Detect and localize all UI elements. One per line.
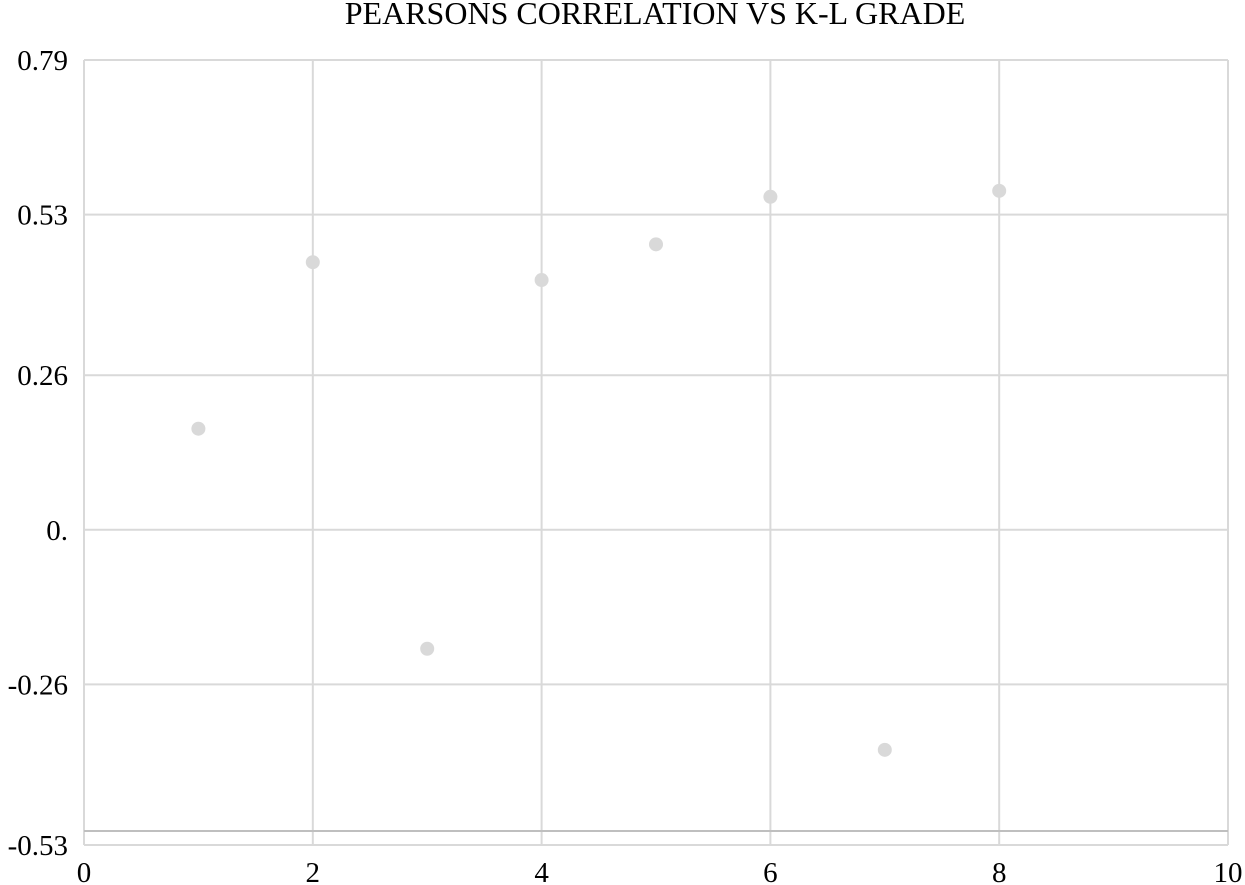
y-tick-label: 0. <box>46 515 68 547</box>
x-tick-label: 10 <box>1214 857 1243 885</box>
x-tick-label: 2 <box>306 857 321 885</box>
tick-label-layer: 0.79 0.53 0.26 0. -0.26 -0.53 0 2 4 6 8 10 <box>8 45 1243 885</box>
data-point <box>992 183 1007 198</box>
x-tick-label: 6 <box>763 857 778 885</box>
y-tick-label: 0.79 <box>17 45 68 77</box>
y-tick-label: -0.26 <box>8 669 68 701</box>
x-tick-label: 8 <box>992 857 1007 885</box>
data-point <box>877 742 892 757</box>
y-tick-label: 0.26 <box>17 360 68 392</box>
x-tick-label: 0 <box>77 857 92 885</box>
y-tick-label: -0.53 <box>8 830 68 862</box>
data-point <box>191 421 206 436</box>
data-point <box>534 273 549 288</box>
x-tick-label: 4 <box>534 857 549 885</box>
data-point <box>420 641 435 656</box>
y-tick-label: 0.53 <box>17 200 68 232</box>
data-point <box>305 255 320 270</box>
data-point-layer <box>191 183 1007 757</box>
grid-layer <box>83 59 1229 846</box>
chart-title: PEARSONS CORRELATION VS K-L GRADE <box>345 0 966 31</box>
data-point <box>763 189 778 204</box>
data-point <box>649 237 663 252</box>
